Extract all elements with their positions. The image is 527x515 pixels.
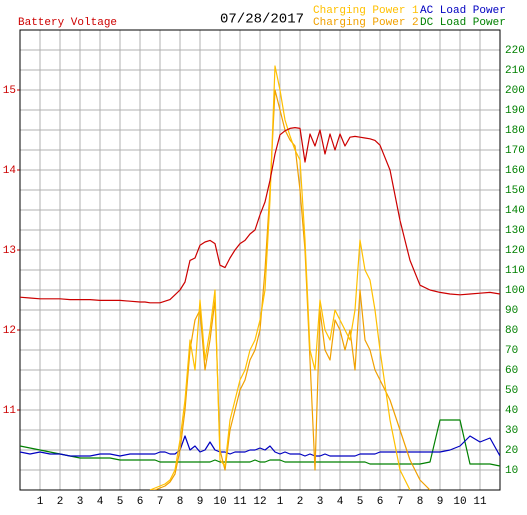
y2-tick-label: 10 bbox=[505, 465, 518, 477]
x-tick-label: 3 bbox=[317, 496, 324, 508]
y2-tick-label: 120 bbox=[505, 245, 525, 257]
y2-tick-label: 180 bbox=[505, 125, 525, 137]
y-tick-label: 14 bbox=[3, 165, 17, 177]
x-tick-label: 9 bbox=[437, 496, 444, 508]
x-tick-label: 7 bbox=[397, 496, 404, 508]
y2-tick-label: 160 bbox=[505, 165, 525, 177]
y2-tick-label: 130 bbox=[505, 225, 525, 237]
chart-date: 07/28/2017 bbox=[220, 12, 304, 28]
x-tick-label: 12 bbox=[253, 496, 266, 508]
x-tick-label: 5 bbox=[357, 496, 364, 508]
y2-tick-label: 170 bbox=[505, 145, 525, 157]
y2-tick-label: 210 bbox=[505, 65, 525, 77]
x-tick-label: 8 bbox=[177, 496, 184, 508]
x-tick-label: 5 bbox=[117, 496, 124, 508]
x-tick-label: 9 bbox=[197, 496, 204, 508]
y2-tick-label: 70 bbox=[505, 345, 518, 357]
y2-tick-label: 40 bbox=[505, 405, 518, 417]
x-tick-label: 6 bbox=[377, 496, 384, 508]
x-tick-label: 11 bbox=[233, 496, 247, 508]
chart-title: Battery Voltage bbox=[18, 17, 117, 29]
y2-tick-label: 50 bbox=[505, 385, 518, 397]
y2-tick-label: 20 bbox=[505, 445, 518, 457]
y2-tick-label: 60 bbox=[505, 365, 518, 377]
y-tick-label: 13 bbox=[3, 245, 16, 257]
y-tick-label: 12 bbox=[3, 325, 16, 337]
plot-frame bbox=[19, 29, 501, 491]
x-tick-label: 1 bbox=[37, 496, 44, 508]
y2-tick-label: 30 bbox=[505, 425, 518, 437]
x-tick-label: 4 bbox=[337, 496, 344, 508]
x-tick-label: 11 bbox=[473, 496, 487, 508]
series-line bbox=[150, 89, 431, 490]
y2-tick-label: 190 bbox=[505, 105, 525, 117]
legend-label: AC Load Power bbox=[420, 5, 506, 17]
legend-label: Charging Power 2 bbox=[313, 17, 419, 29]
y2-tick-label: 110 bbox=[505, 265, 525, 277]
x-tick-label: 3 bbox=[77, 496, 84, 508]
x-tick-label: 8 bbox=[417, 496, 424, 508]
y2-tick-label: 80 bbox=[505, 325, 518, 337]
legend-label: Charging Power 1 bbox=[313, 5, 419, 17]
x-tick-label: 2 bbox=[297, 496, 304, 508]
x-tick-label: 1 bbox=[277, 496, 284, 508]
series-line bbox=[20, 435, 500, 457]
x-tick-label: 2 bbox=[57, 496, 64, 508]
x-tick-label: 6 bbox=[137, 496, 144, 508]
legend-label: DC Load Power bbox=[420, 17, 506, 29]
y-tick-label: 15 bbox=[3, 85, 16, 97]
y2-tick-label: 90 bbox=[505, 305, 518, 317]
y2-tick-label: 200 bbox=[505, 85, 525, 97]
y2-tick-label: 100 bbox=[505, 285, 525, 297]
series-line bbox=[20, 127, 500, 304]
x-tick-label: 10 bbox=[453, 496, 466, 508]
x-tick-label: 10 bbox=[213, 496, 226, 508]
x-tick-label: 7 bbox=[157, 496, 164, 508]
y-tick-label: 11 bbox=[3, 405, 17, 417]
y2-tick-label: 140 bbox=[505, 205, 525, 217]
x-tick-label: 4 bbox=[97, 496, 104, 508]
series-line bbox=[20, 419, 500, 467]
y2-tick-label: 150 bbox=[505, 185, 525, 197]
y2-tick-label: 220 bbox=[505, 45, 525, 57]
series-line bbox=[149, 65, 411, 490]
